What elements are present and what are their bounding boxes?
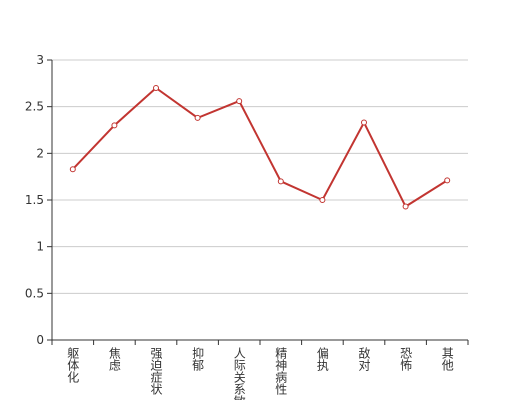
x-tick-label: 躯体化: [66, 346, 80, 384]
y-tick-label: 1.5: [25, 193, 44, 207]
line: [72, 86, 448, 208]
y-tick-label: 0: [36, 333, 44, 347]
x-tick-label: 人际关系敏感: [232, 347, 246, 400]
x-tick-label: 偏执: [315, 346, 329, 372]
point: [153, 85, 159, 91]
point: [444, 177, 451, 184]
point: [319, 197, 326, 203]
y-tick-label: 1: [36, 240, 44, 254]
x-tick-label: 敌对: [357, 346, 371, 371]
point: [111, 122, 118, 129]
x-tick-label: 抑郁: [191, 346, 205, 372]
point: [361, 119, 367, 126]
y-tick-label: 3: [36, 53, 44, 67]
x-tick-label: 焦虑: [107, 347, 121, 371]
x-tick-label: 恐怖: [399, 347, 413, 371]
x-tick-label: 精神病性: [274, 347, 288, 396]
y-tick-label: 2.5: [25, 100, 44, 114]
y-tick-label: 0.5: [25, 286, 44, 300]
point: [194, 114, 201, 121]
point: [277, 178, 284, 185]
x-tick-label: 其他: [440, 347, 454, 371]
point: [69, 166, 76, 173]
point: [402, 203, 409, 210]
x-tick-label: 强迫症状: [149, 347, 163, 395]
y-tick-label: 2: [36, 146, 44, 160]
point: [236, 98, 243, 105]
